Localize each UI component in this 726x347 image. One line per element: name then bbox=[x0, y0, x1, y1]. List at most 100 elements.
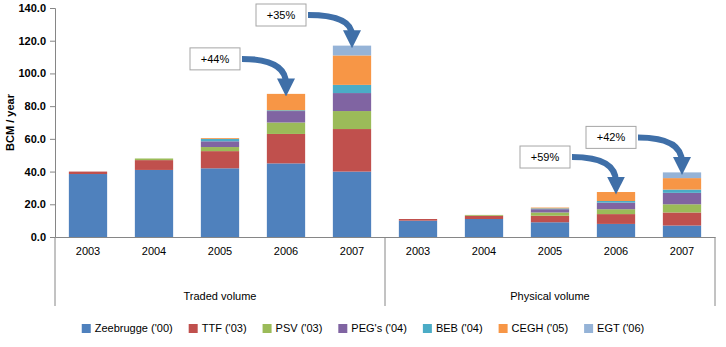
y-tick-mark bbox=[50, 73, 55, 74]
y-tick: 80.0 bbox=[25, 100, 55, 112]
arrow bbox=[638, 137, 682, 162]
x-tick-label: 2006 bbox=[604, 245, 628, 257]
bar-segment bbox=[333, 111, 371, 129]
bar-segment bbox=[267, 123, 305, 134]
bar-segment bbox=[663, 226, 701, 237]
annotation-box bbox=[256, 4, 306, 26]
bar-segment bbox=[465, 219, 503, 237]
bar-segment bbox=[597, 209, 635, 214]
bar-segment bbox=[597, 192, 635, 193]
legend-label: PEG's ('04) bbox=[351, 322, 407, 334]
bar-segment bbox=[399, 219, 437, 220]
bar-segment bbox=[399, 219, 437, 220]
bar-segment bbox=[399, 219, 437, 220]
y-tick-mark bbox=[50, 139, 55, 140]
y-tick-mark bbox=[50, 106, 55, 107]
bar-segment bbox=[267, 94, 305, 110]
y-tick-mark bbox=[50, 41, 55, 42]
annotations: +44%+35%+59%+42% bbox=[190, 4, 682, 182]
y-axis-line bbox=[50, 9, 56, 238]
bar-segment bbox=[333, 172, 371, 237]
legend-swatch bbox=[584, 324, 593, 333]
x-tick: 2007 bbox=[670, 237, 694, 257]
legend-swatch bbox=[189, 324, 198, 333]
x-tick-label: 2003 bbox=[76, 245, 100, 257]
y-tick-label: 60.0 bbox=[25, 133, 46, 145]
y-tick: 60.0 bbox=[25, 133, 55, 145]
bar-segment bbox=[135, 158, 173, 159]
bar-segment bbox=[69, 171, 107, 172]
bar-segment bbox=[399, 219, 437, 220]
bars bbox=[69, 46, 701, 237]
bar-segment bbox=[531, 207, 569, 209]
y-tick-label: 0.0 bbox=[31, 231, 46, 243]
y-axis-title: BCM / year bbox=[4, 93, 16, 151]
bar-segment bbox=[69, 171, 107, 172]
bar-segment bbox=[663, 193, 701, 204]
bar-segment bbox=[597, 224, 635, 237]
bar-segment bbox=[201, 151, 239, 168]
legend-swatch bbox=[263, 324, 272, 333]
legend-label: PSV ('03) bbox=[276, 322, 323, 334]
bar-segment bbox=[597, 214, 635, 224]
y-tick-mark bbox=[50, 237, 55, 238]
bar-segment bbox=[465, 214, 503, 215]
bar-segment bbox=[597, 201, 635, 203]
bar-segment bbox=[135, 158, 173, 159]
bar-segment bbox=[135, 158, 173, 159]
group-label: Traded volume bbox=[184, 290, 257, 302]
series-bars bbox=[69, 163, 701, 237]
x-tick: 2003 bbox=[76, 237, 100, 257]
x-tick: 2007 bbox=[340, 237, 364, 257]
x-tick-label: 2007 bbox=[670, 245, 694, 257]
x-tick-label: 2005 bbox=[538, 245, 562, 257]
bar-segment bbox=[531, 208, 569, 210]
series-bars bbox=[201, 55, 701, 208]
bar-segment bbox=[135, 158, 173, 160]
bar-segment bbox=[69, 171, 107, 172]
bar-segment bbox=[135, 170, 173, 237]
annotation-box bbox=[586, 126, 636, 148]
bar-segment bbox=[201, 141, 239, 147]
bar-segment bbox=[465, 214, 503, 216]
y-tick: 120.0 bbox=[18, 35, 55, 47]
x-tick-label: 2007 bbox=[340, 245, 364, 257]
legend-item: CEGH ('05) bbox=[499, 322, 569, 334]
bar-segment bbox=[333, 93, 371, 111]
x-tick-label: 2004 bbox=[472, 245, 496, 257]
bar-segment bbox=[333, 129, 371, 172]
legend-label: Zeebrugge ('00) bbox=[95, 322, 173, 334]
group-separator bbox=[715, 237, 716, 306]
bar-segment bbox=[465, 214, 503, 215]
legend-item: Zeebrugge ('00) bbox=[82, 322, 173, 334]
legend-swatch bbox=[499, 324, 508, 333]
legend-label: BEB ('04) bbox=[436, 322, 483, 334]
bar-segment bbox=[201, 138, 239, 140]
bar-segment bbox=[399, 219, 437, 220]
bar-segment bbox=[135, 158, 173, 159]
annotation-text: +59% bbox=[531, 151, 560, 163]
legend-item: TTF ('03) bbox=[189, 322, 247, 334]
y-tick: 0.0 bbox=[31, 231, 55, 243]
bar-segment bbox=[531, 209, 569, 212]
bar-segment bbox=[267, 163, 305, 237]
legend-item: EGT ('06) bbox=[584, 322, 644, 334]
bar-segment bbox=[531, 222, 569, 237]
legend-item: PEG's ('04) bbox=[338, 322, 407, 334]
bar-segment bbox=[399, 219, 437, 221]
legend-swatch bbox=[338, 324, 347, 333]
bar-segment bbox=[201, 138, 239, 139]
annotation-box bbox=[190, 48, 240, 70]
legend-swatch bbox=[82, 324, 91, 333]
y-tick-label: 120.0 bbox=[18, 35, 46, 47]
bar-segment bbox=[663, 172, 701, 178]
bar-segment bbox=[69, 174, 107, 237]
x-tick: 2006 bbox=[604, 237, 628, 257]
bar-segment bbox=[663, 190, 701, 193]
x-tick: 2006 bbox=[274, 237, 298, 257]
annotation-box bbox=[520, 146, 570, 168]
y-tick-mark bbox=[50, 204, 55, 205]
legend-label: CEGH ('05) bbox=[512, 322, 569, 334]
x-tick: 2004 bbox=[472, 237, 496, 257]
y-tick: 140.0 bbox=[18, 2, 55, 14]
